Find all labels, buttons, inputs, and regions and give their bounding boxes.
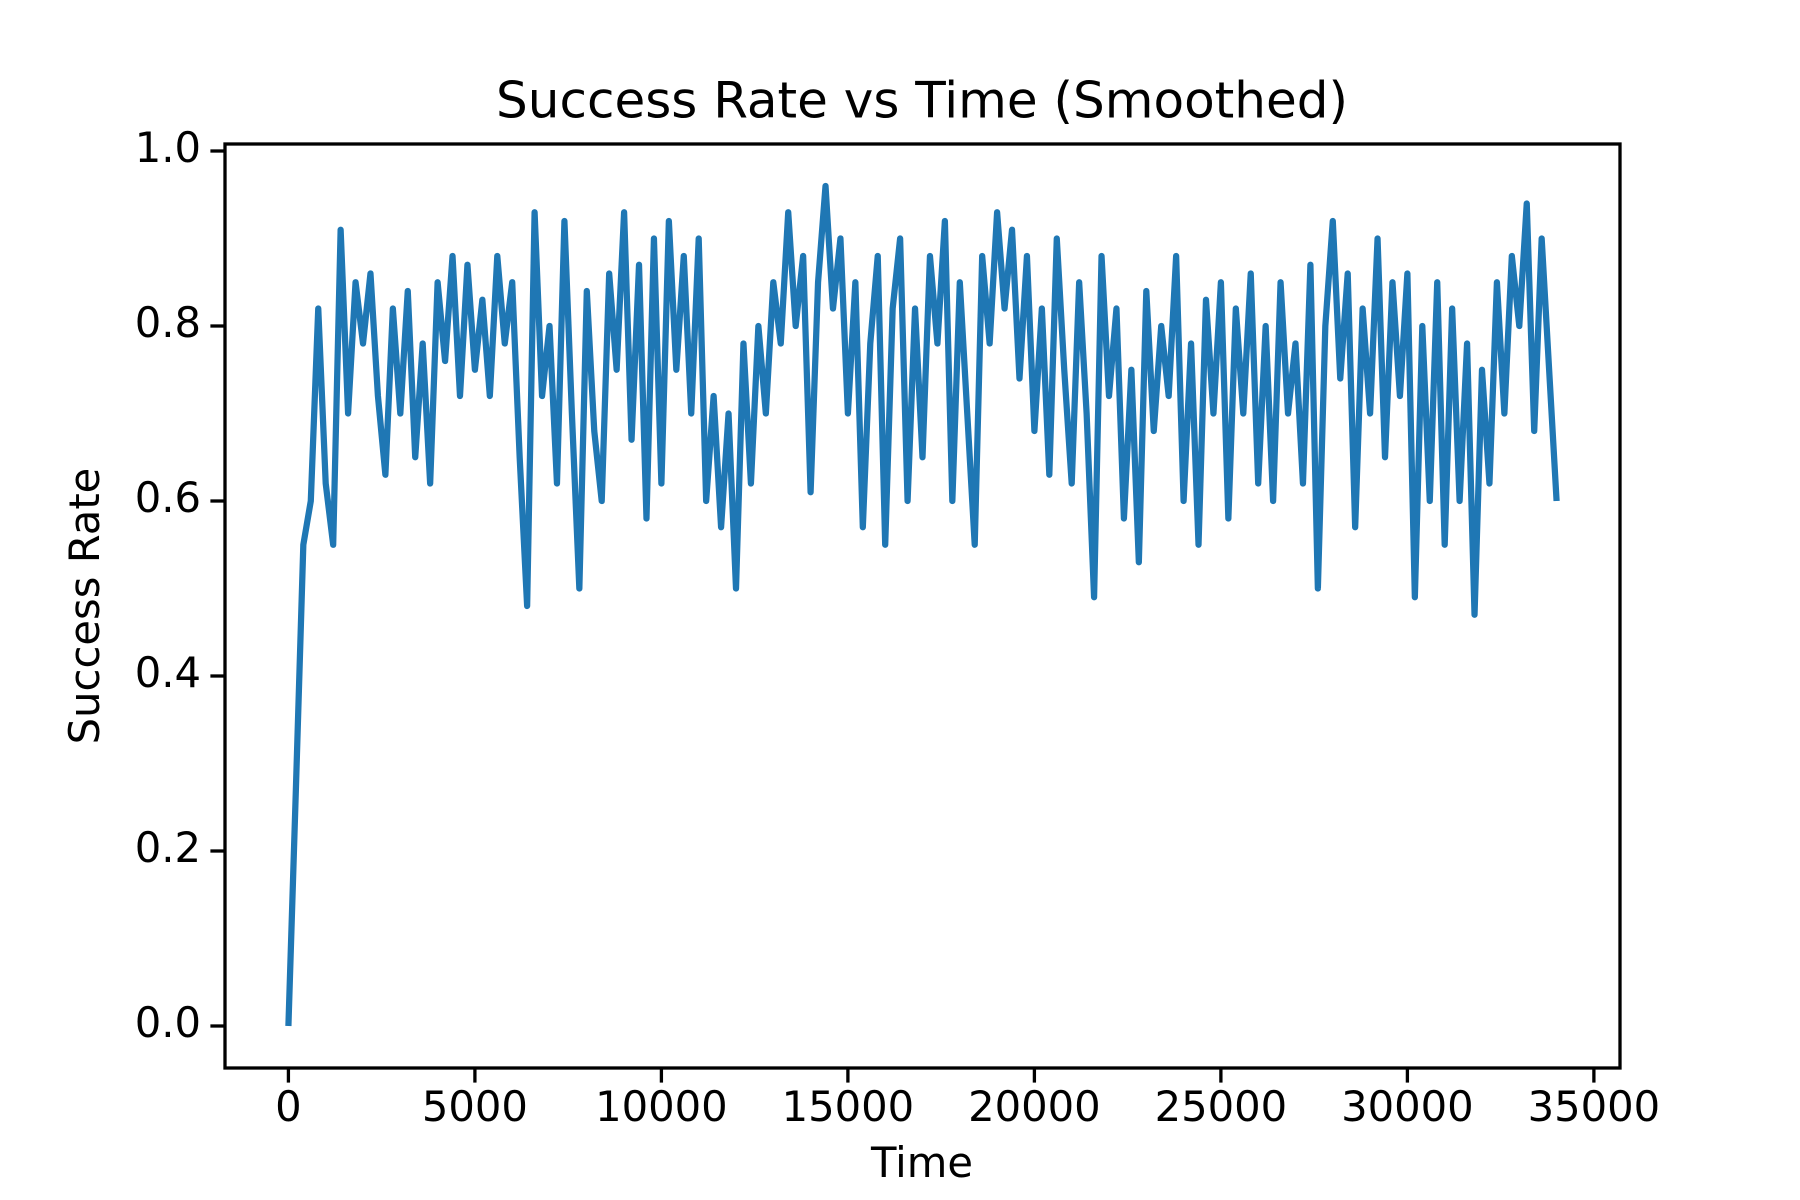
x-tick-label: 35000 bbox=[1528, 1082, 1661, 1131]
x-tick-label: 20000 bbox=[968, 1082, 1101, 1131]
data-line bbox=[285, 182, 1560, 1027]
x-tick-label: 5000 bbox=[422, 1082, 528, 1131]
x-tick-label: 25000 bbox=[1155, 1082, 1288, 1131]
x-tick-label: 15000 bbox=[782, 1082, 915, 1131]
plot-frame bbox=[223, 142, 1622, 1070]
y-axis-label: Success Rate bbox=[60, 468, 109, 745]
y-tick-label: 0.6 bbox=[135, 473, 201, 522]
x-axis-label: Time bbox=[870, 1138, 973, 1187]
x-tick-label: 0 bbox=[275, 1082, 302, 1131]
chart-title: Success Rate vs Time (Smoothed) bbox=[496, 72, 1348, 130]
y-tick-label: 0.8 bbox=[135, 298, 201, 347]
x-tick-label: 10000 bbox=[595, 1082, 728, 1131]
y-tick-label: 1.0 bbox=[135, 123, 201, 172]
y-tick-label: 0.2 bbox=[135, 823, 201, 872]
y-tick-label: 0.4 bbox=[135, 648, 201, 697]
x-tick-label: 30000 bbox=[1341, 1082, 1474, 1131]
y-tick-label: 0.0 bbox=[135, 998, 201, 1047]
